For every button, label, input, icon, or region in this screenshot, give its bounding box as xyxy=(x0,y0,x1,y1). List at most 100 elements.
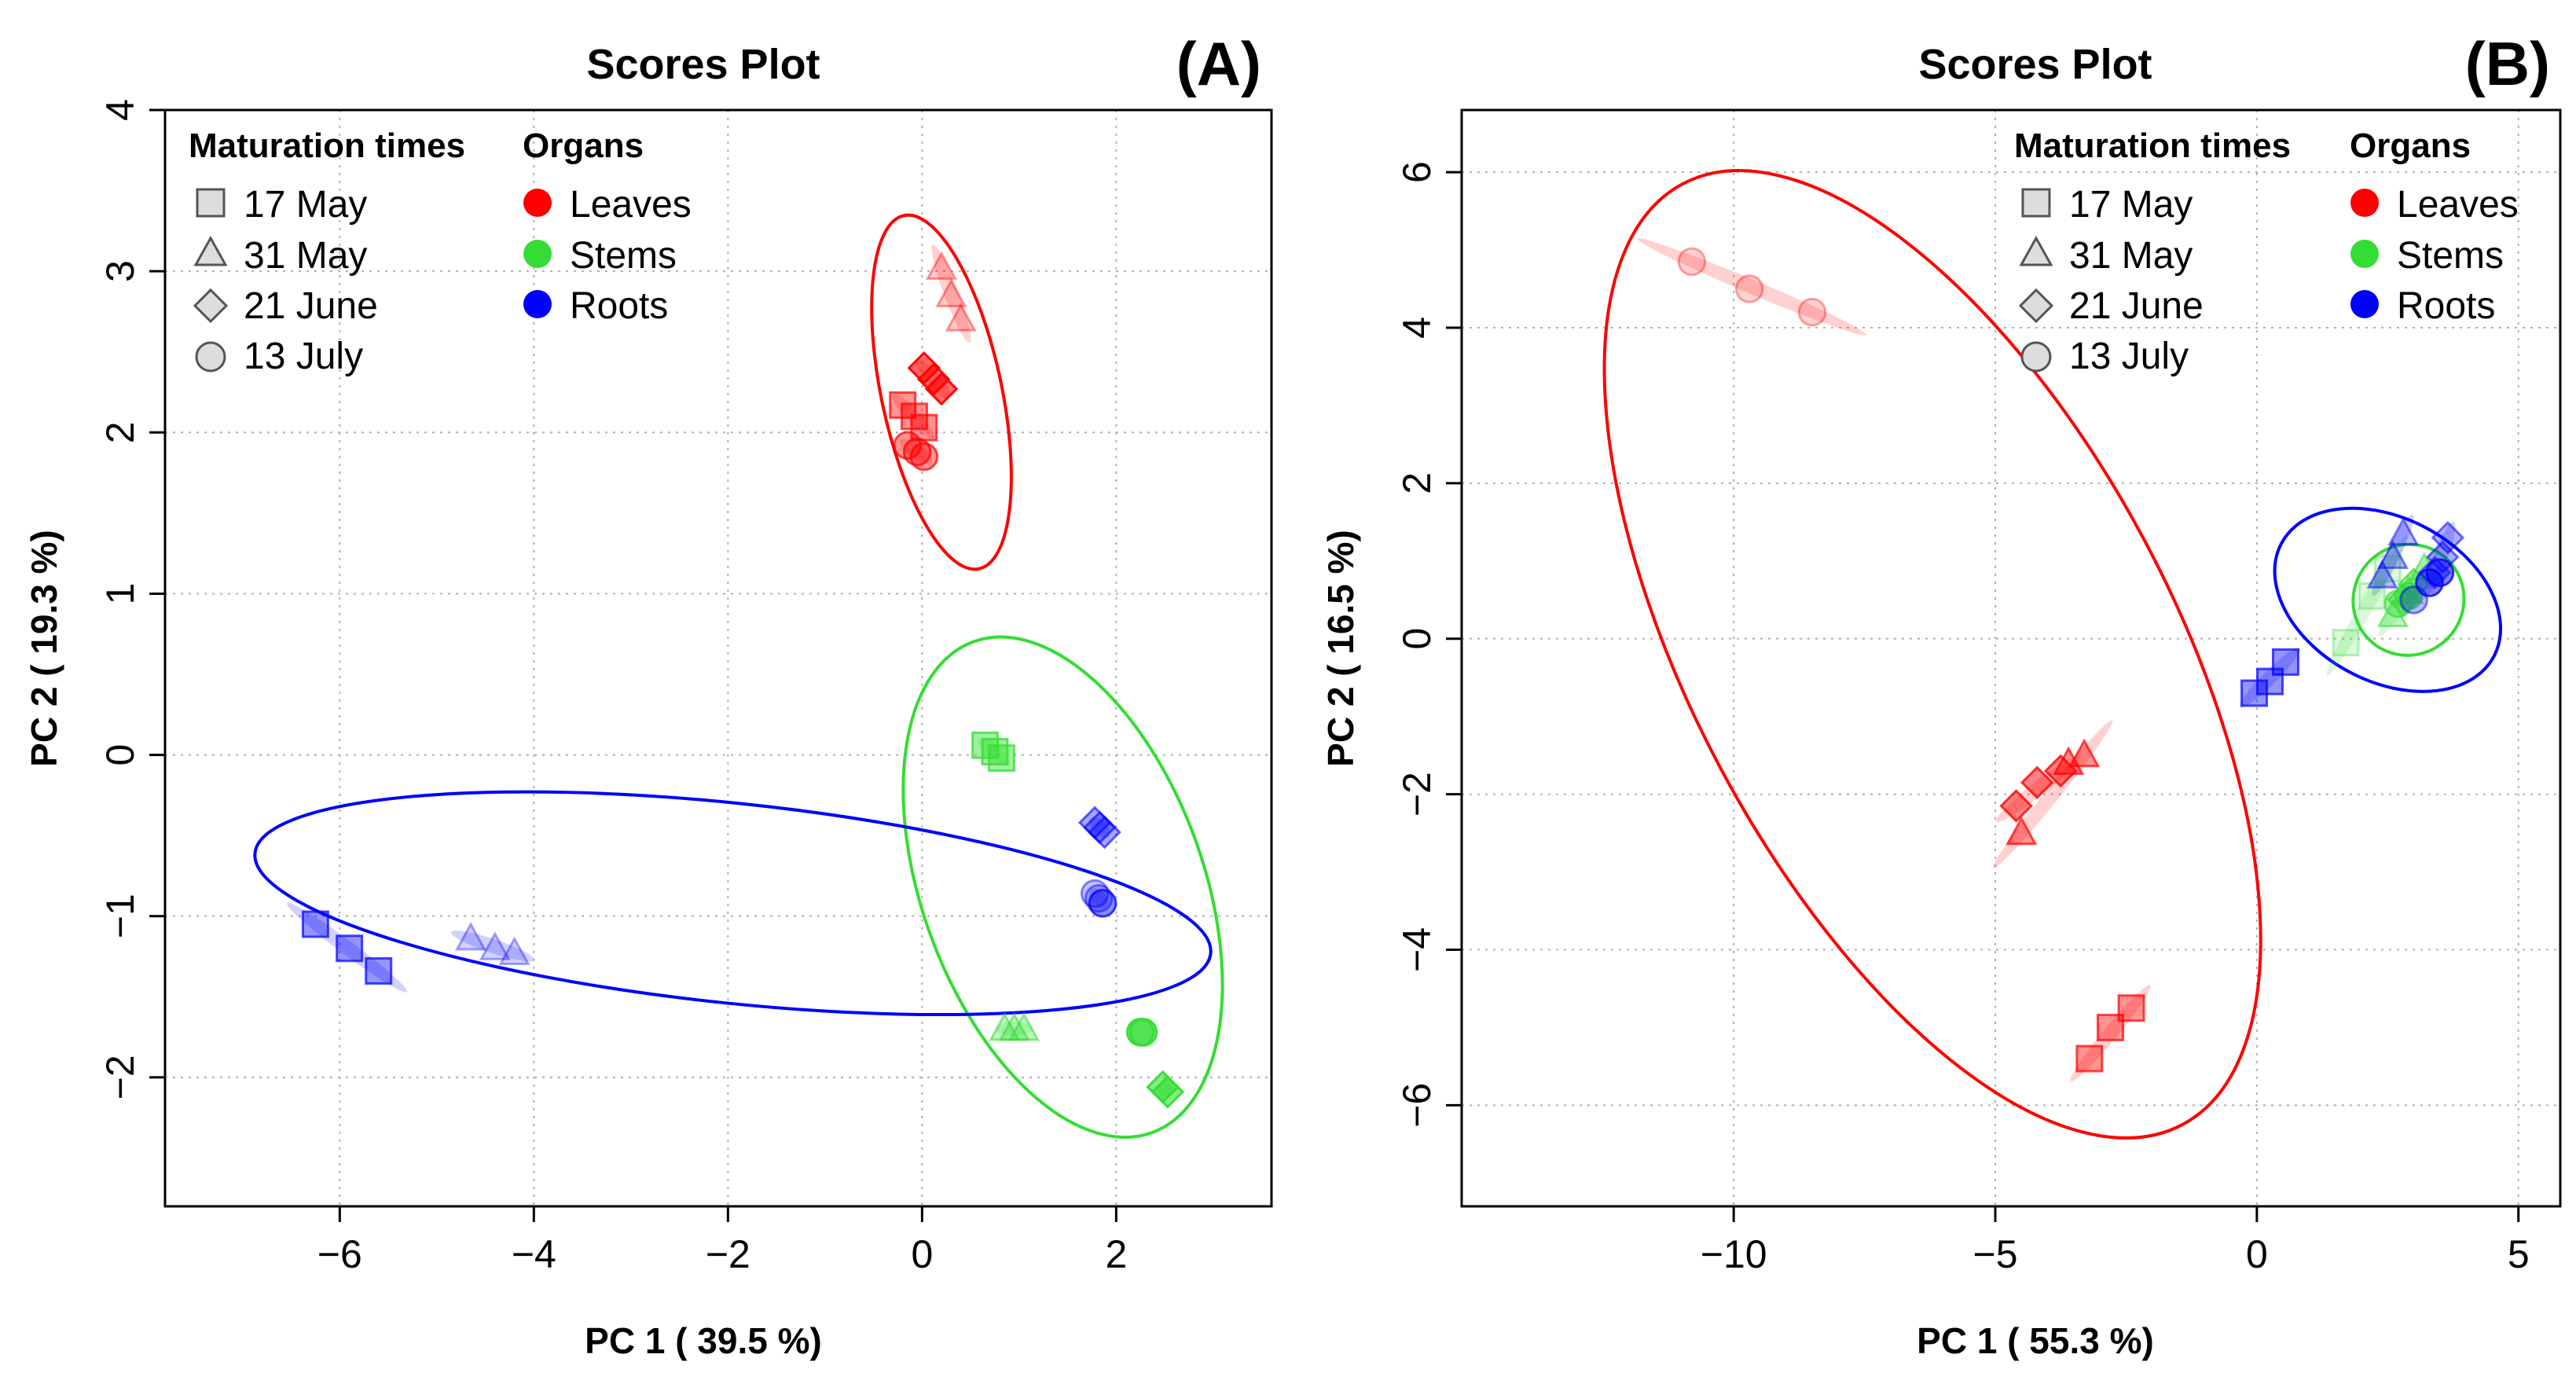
panel-a-legend-organ-2: Roots xyxy=(523,285,668,327)
panel-a-point-roots-17-may xyxy=(301,910,329,938)
panel-b-legend-organ-label: Roots xyxy=(2397,285,2495,327)
panel-b-legend-time-label: 17 May xyxy=(2069,184,2193,226)
panel-a-y-tick-label: 2 xyxy=(98,421,142,443)
panel-b-group-band-leaves-21-june xyxy=(1995,754,2081,823)
panel-b-x-axis-label: PC 1 ( 55.3 %) xyxy=(1917,1320,2154,1361)
panel-a-legend-time-0: 17 May xyxy=(196,184,367,226)
panel-b-point-leaves-31-may xyxy=(2053,746,2085,776)
panel-a-point-roots-31-may xyxy=(479,931,512,960)
panel-b-group-band-roots-31-may xyxy=(2372,514,2414,596)
diamond-marker-icon xyxy=(193,288,229,324)
panel-a-point-stems-13-july xyxy=(1128,1018,1158,1047)
panel-b-ellipse-stems xyxy=(2351,542,2466,657)
panel-b-point-leaves-31-may xyxy=(2068,738,2101,768)
panel-b-y-tick-label: 6 xyxy=(1395,161,1439,183)
panel-b-point-roots-17-may xyxy=(2272,648,2299,676)
panel-a-y-tick-label: 4 xyxy=(98,99,142,121)
panel-b-point-stems-31-may xyxy=(2376,598,2409,628)
panel-b-point-leaves-21-june xyxy=(1999,789,2033,823)
panel-b-legend-organ-1: Stems xyxy=(2350,235,2504,277)
panel-b-point-roots-17-may xyxy=(2256,667,2284,696)
panel-b-point-leaves-31-may xyxy=(2005,816,2038,846)
panel-a-group-band-roots-21-june xyxy=(1089,817,1110,839)
stems-dot-icon xyxy=(523,240,552,268)
panel-a-ellipse-leaves xyxy=(870,213,1013,571)
panel-a-x-tick-label: −6 xyxy=(317,1232,362,1276)
panel-a-point-roots-31-may xyxy=(454,921,487,951)
stems-dot-icon xyxy=(2350,240,2379,268)
panel-b-point-roots-21-june xyxy=(2431,520,2465,555)
panel-b-group-band-leaves-17-may xyxy=(2070,985,2151,1082)
panel-b-y-tick-label: 4 xyxy=(1395,317,1439,339)
panel-a-point-leaves-31-may xyxy=(935,278,967,308)
panel-b-x-tick-label: 5 xyxy=(2508,1232,2530,1276)
panel-a-legend-organ-1: Stems xyxy=(523,235,677,277)
roots-dot-icon xyxy=(2350,290,2379,318)
circle-marker-icon xyxy=(2020,341,2052,373)
panel-a-legend-time-label: 31 May xyxy=(244,235,367,277)
panel-b-point-roots-13-july xyxy=(2425,558,2455,587)
panel-a-y-tick-label: 3 xyxy=(98,260,142,282)
panel-b-legend-times-title: Maturation times xyxy=(2014,127,2291,165)
panel-b-legend-time-2: 21 June xyxy=(2018,285,2204,327)
panel-b-plot-area: −10 −5 0 5 −6 −4 −2 0 2 4 6 xyxy=(1395,108,2562,1276)
panel-a-legend-time-2: 21 June xyxy=(193,285,378,327)
square-marker-icon xyxy=(2021,188,2051,218)
panel-a-group-band-stems-17-may xyxy=(977,738,1010,765)
triangle-marker-icon xyxy=(193,235,228,266)
panel-a-x-tick-label: 2 xyxy=(1105,1232,1127,1276)
panel-a-x-axis-label: PC 1 ( 39.5 %) xyxy=(585,1320,822,1361)
panel-b-point-leaves-21-june xyxy=(2020,765,2054,800)
panel-a: −6 −4 −2 0 2 −2 −1 0 1 2 3 4 Scores Plot (A) PC 1 (… xyxy=(24,29,1273,1361)
diamond-marker-icon xyxy=(2018,288,2054,324)
panel-a-point-roots-31-may xyxy=(498,936,530,966)
leaves-dot-icon xyxy=(2350,189,2379,217)
panel-a-point-leaves-17-may xyxy=(900,402,928,431)
panel-b-frame xyxy=(1460,108,2562,1208)
panel-a-point-roots-17-may xyxy=(336,934,364,963)
panel-a-plot-area: −6 −4 −2 0 2 −2 −1 0 1 2 3 4 xyxy=(98,99,1273,1276)
panel-b-point-roots-31-may xyxy=(2376,540,2409,569)
panel-a-legend-organ-label: Stems xyxy=(570,235,677,277)
panel-a-x-tick-label: −2 xyxy=(706,1232,750,1276)
leaves-dot-icon xyxy=(523,189,552,217)
panel-b-point-leaves-13-july xyxy=(1677,247,1707,277)
panel-a-frame xyxy=(163,108,1273,1208)
panel-a-point-stems-21-june xyxy=(1150,1075,1185,1109)
panel-a-x-tick-label: −4 xyxy=(512,1232,556,1276)
panel-a-title: Scores Plot xyxy=(586,41,820,88)
panel-b-legend-organ-label: Leaves xyxy=(2397,184,2519,226)
panel-b-point-roots-13-july xyxy=(2415,568,2444,597)
panel-a-y-tick-label: 1 xyxy=(98,583,142,605)
panel-a-point-leaves-31-may xyxy=(925,251,958,281)
panel-b-legend-time-label: 21 June xyxy=(2069,285,2204,327)
panel-a-legend-time-label: 21 June xyxy=(244,285,378,327)
panel-a-legend-organ-label: Roots xyxy=(570,285,668,327)
panel-b-legend-organ-label: Stems xyxy=(2397,235,2504,277)
panel-b-legend-organ-0: Leaves xyxy=(2350,184,2519,226)
panel-b-ellipse-roots xyxy=(2273,506,2503,693)
panel-b-legend: Maturation times Organs 17 May 31 May 21… xyxy=(2014,127,2519,377)
panel-b-y-axis-label: PC 2 ( 16.5 %) xyxy=(1320,530,1361,767)
panel-a-point-leaves-21-june xyxy=(924,372,959,406)
panel-b-point-leaves-13-july xyxy=(1734,274,1764,303)
panel-a-point-stems-17-may xyxy=(981,737,1009,765)
panel-a-point-leaves-13-july xyxy=(909,442,939,472)
panel-b-legend-time-1: 31 May xyxy=(2019,235,2193,277)
panel-b-point-roots-21-june xyxy=(2417,556,2452,589)
panel-a-legend-time-3: 13 July xyxy=(195,336,363,377)
panel-b-group-band-leaves-31-may xyxy=(1993,720,2113,868)
panel-a-x-tick-label: 0 xyxy=(911,1232,933,1276)
panel-a-group-band-leaves-31-may xyxy=(931,244,971,343)
panel-a-legend-organ-0: Leaves xyxy=(523,184,692,226)
panel-b-point-roots-31-may xyxy=(2387,516,2420,546)
panel-a-y-tick-label: −2 xyxy=(98,1055,142,1099)
panel-b-legend-time-label: 31 May xyxy=(2069,235,2193,277)
panel-a-group-band-roots-17-may xyxy=(287,902,408,993)
panel-b-legend-organs-title: Organs xyxy=(2350,127,2471,165)
triangle-marker-icon xyxy=(2019,235,2053,266)
panel-b-x-tick-label: −5 xyxy=(1973,1232,2018,1276)
panel-a-ellipse-roots xyxy=(253,790,1213,1017)
panel-b-legend-time-3: 13 July xyxy=(2020,336,2189,377)
panel-a-label: (A) xyxy=(1176,29,1261,98)
